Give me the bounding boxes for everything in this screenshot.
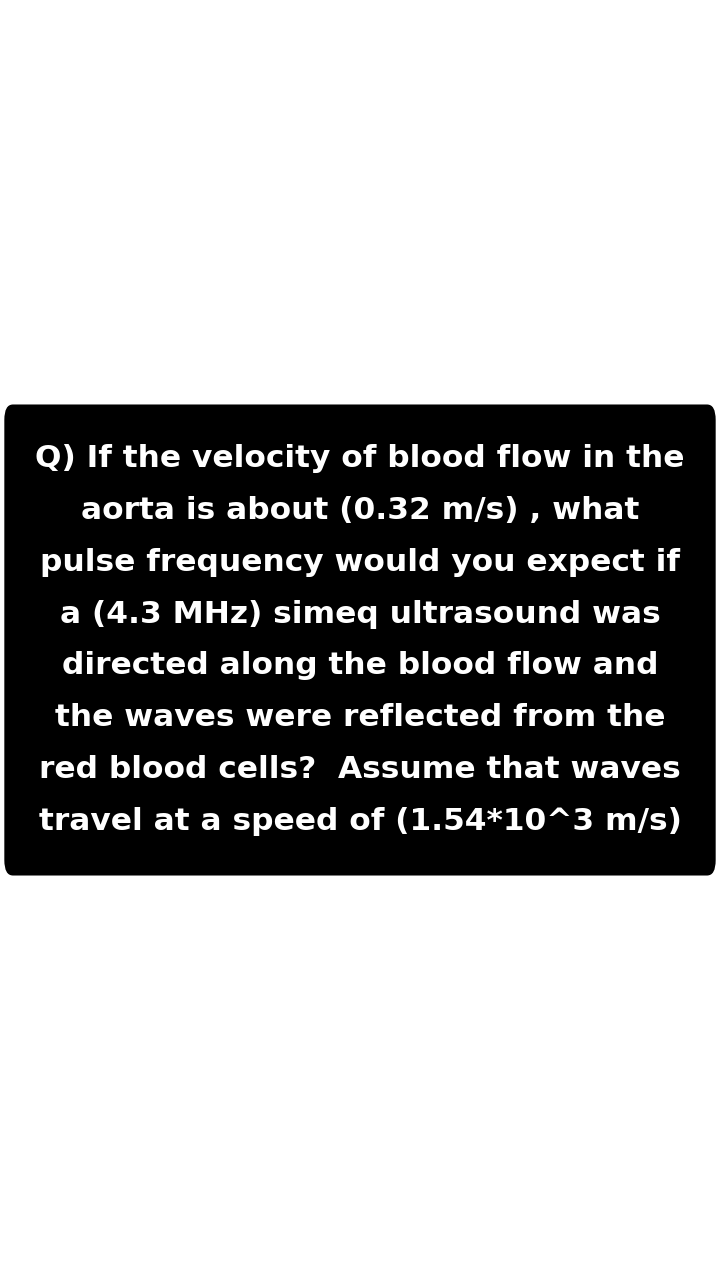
Text: Q) If the velocity of blood flow in the: Q) If the velocity of blood flow in the: [35, 444, 685, 474]
Text: pulse frequency would you expect if: pulse frequency would you expect if: [40, 548, 680, 577]
Text: the waves were reflected from the: the waves were reflected from the: [55, 703, 665, 732]
Text: red blood cells?  Assume that waves: red blood cells? Assume that waves: [39, 755, 681, 785]
Text: directed along the blood flow and: directed along the blood flow and: [62, 652, 658, 681]
FancyBboxPatch shape: [4, 404, 716, 876]
Text: aorta is about (0.32 m/s) , what: aorta is about (0.32 m/s) , what: [81, 495, 639, 525]
Text: travel at a speed of (1.54*10^3 m/s): travel at a speed of (1.54*10^3 m/s): [39, 806, 681, 836]
Text: a (4.3 MHz) simeq ultrasound was: a (4.3 MHz) simeq ultrasound was: [60, 599, 660, 628]
